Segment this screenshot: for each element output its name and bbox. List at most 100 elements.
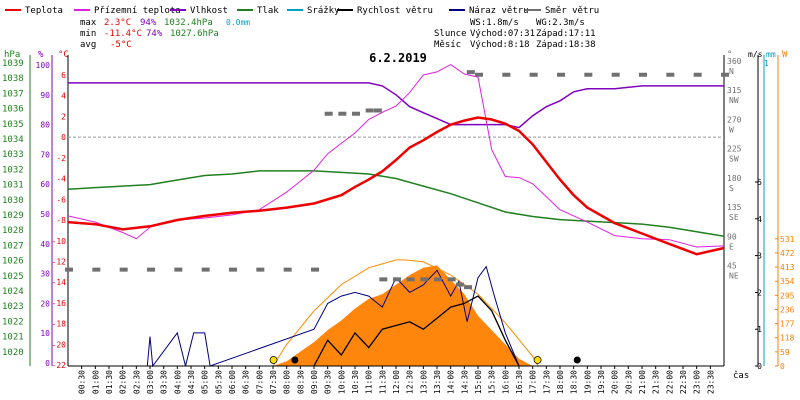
time-tick-label: 15:30 xyxy=(488,370,497,394)
hum-tick-label: 100 xyxy=(36,61,51,70)
time-tick-label: 05:00 xyxy=(201,370,210,394)
time-tick-label: 03:30 xyxy=(160,370,169,394)
press-tick-label: 1036 xyxy=(2,105,24,115)
hum-tick-label: 40 xyxy=(40,240,50,249)
moonrise-marker xyxy=(291,356,299,364)
rain-unit: mm xyxy=(766,50,776,59)
press-tick-label: 1024 xyxy=(2,287,24,297)
time-unit: čas xyxy=(733,370,749,381)
time-tick-label: 23:00 xyxy=(693,370,702,394)
temp-tick-label: -12 xyxy=(52,257,67,266)
wind-direction-mark xyxy=(311,267,319,272)
hum-tick-label: 20 xyxy=(40,299,50,308)
press-tick-label: 1021 xyxy=(2,333,24,343)
time-tick-label: 19:00 xyxy=(583,370,592,394)
legend-label: Teplota xyxy=(25,6,63,16)
dir-tick-label: 225 xyxy=(727,145,742,154)
time-axis: 00:30 01:00 01:30 02:00 02:30 03:00 03:30 04:00… xyxy=(78,366,715,394)
legend-label: Srážky xyxy=(307,6,340,16)
time-tick-label: 01:00 xyxy=(91,370,100,394)
wind-direction-mark xyxy=(666,72,675,77)
hum-tick-label: 50 xyxy=(40,210,50,219)
temp-axis: 6 4 2 0 -2 -4 -6 -8 -10 -12 -14 -16 -18 -20 -22 xyxy=(52,71,67,370)
time-tick-label: 22:00 xyxy=(665,370,674,394)
time-tick-label: 09:30 xyxy=(324,370,333,394)
wind-tick-label: 1 xyxy=(757,325,762,334)
wind-axis: 5 4 3 2 1 0 xyxy=(755,178,762,371)
dir-tick-label: 45 xyxy=(727,262,737,271)
wind-direction-mark xyxy=(352,111,360,116)
press-tick-label: 1030 xyxy=(2,196,24,206)
dir-unit: ° xyxy=(727,50,732,60)
solar-tick-label: 413 xyxy=(780,263,795,272)
time-tick-label: 02:30 xyxy=(132,370,141,394)
temp-tick-label: 0 xyxy=(61,133,66,142)
press-tick-label: 1038 xyxy=(2,74,24,84)
wind-direction-mark xyxy=(406,277,415,282)
time-tick-label: 13:00 xyxy=(419,370,428,394)
time-tick-label: 01:30 xyxy=(105,370,114,394)
time-tick-label: 07:00 xyxy=(255,370,264,394)
dir-compass-label: SE xyxy=(729,213,739,222)
legend-label: Rychlost větru xyxy=(357,6,433,16)
plot-area xyxy=(65,64,729,368)
solar-tick-label: 118 xyxy=(780,334,795,343)
time-tick-label: 10:30 xyxy=(351,370,360,394)
info-moon-set: Západ:18:38 xyxy=(536,40,596,50)
wind-direction-mark xyxy=(455,282,464,287)
time-tick-label: 10:00 xyxy=(337,370,346,394)
wind-direction-mark xyxy=(475,72,483,77)
dir-tick-label: 315 xyxy=(727,86,742,95)
dir-tick-label: 180 xyxy=(727,174,742,183)
press-tick-label: 1026 xyxy=(2,257,24,267)
time-tick-label: 18:30 xyxy=(570,370,579,394)
hum-unit: % xyxy=(38,50,44,60)
wind-direction-mark xyxy=(92,267,101,272)
press-tick-label: 1035 xyxy=(2,120,24,130)
wind-direction-mark xyxy=(147,267,155,272)
temp-tick-label: -8 xyxy=(56,216,66,225)
solar-tick-label: 236 xyxy=(780,305,795,314)
legend: Teplota Přízemní teplota Vlhkost Tlak Srážky… xyxy=(5,6,599,16)
wind-direction-mark xyxy=(65,267,73,272)
wind-direction-mark xyxy=(229,267,237,272)
wind-direction-mark xyxy=(584,72,593,77)
dir-tick-label: 360 xyxy=(727,57,742,66)
legend-label: Vlhkost xyxy=(190,6,228,16)
info-block: WS:1.8m/s WG:2.3m/s Slunce Východ:07:31 … xyxy=(434,18,596,50)
time-tick-label: 16:00 xyxy=(501,370,510,394)
wind-direction-mark xyxy=(256,267,265,272)
temp-tick-label: 2 xyxy=(61,112,66,121)
time-tick-label: 09:00 xyxy=(310,370,319,394)
stats-block: max 2.3°C 94% 1032.4hPa 0.0mm min -11.4°… xyxy=(80,18,250,50)
wind-tick-label: 5 xyxy=(757,178,762,187)
wind-direction-mark xyxy=(447,277,456,282)
sunrise-marker xyxy=(269,356,278,364)
wind-direction-mark xyxy=(420,277,429,282)
chart-title: 6.2.2019 xyxy=(369,51,427,65)
dir-compass-label: W xyxy=(729,125,734,134)
solar-unit: W xyxy=(782,50,788,60)
press-tick-label: 1033 xyxy=(2,150,24,160)
info-moon-label: Měsíc xyxy=(434,40,461,50)
time-tick-label: 08:30 xyxy=(296,370,305,394)
wind-direction-mark xyxy=(464,285,473,290)
stats-min-temp: -11.4°C xyxy=(104,29,142,39)
stats-max-hum: 94% xyxy=(140,18,157,28)
press-tick-label: 1022 xyxy=(2,317,24,327)
solar-tick-label: 0 xyxy=(780,362,785,371)
wind-direction-mark xyxy=(119,267,128,272)
dir-compass-label: N xyxy=(729,67,734,76)
axis-units: hPa % °C ° m/s mm W čas xyxy=(4,50,788,381)
solar-tick-label: 295 xyxy=(780,291,795,300)
time-tick-label: 04:00 xyxy=(173,370,182,394)
press-tick-label: 1032 xyxy=(2,165,24,175)
time-tick-label: 12:30 xyxy=(406,370,415,394)
time-tick-label: 21:00 xyxy=(638,370,647,394)
wind-direction-mark xyxy=(201,267,210,272)
time-tick-label: 18:00 xyxy=(556,370,565,394)
time-tick-label: 15:00 xyxy=(474,370,483,394)
legend-label: Přízemní teplota xyxy=(94,6,181,16)
time-tick-label: 20:00 xyxy=(611,370,620,394)
